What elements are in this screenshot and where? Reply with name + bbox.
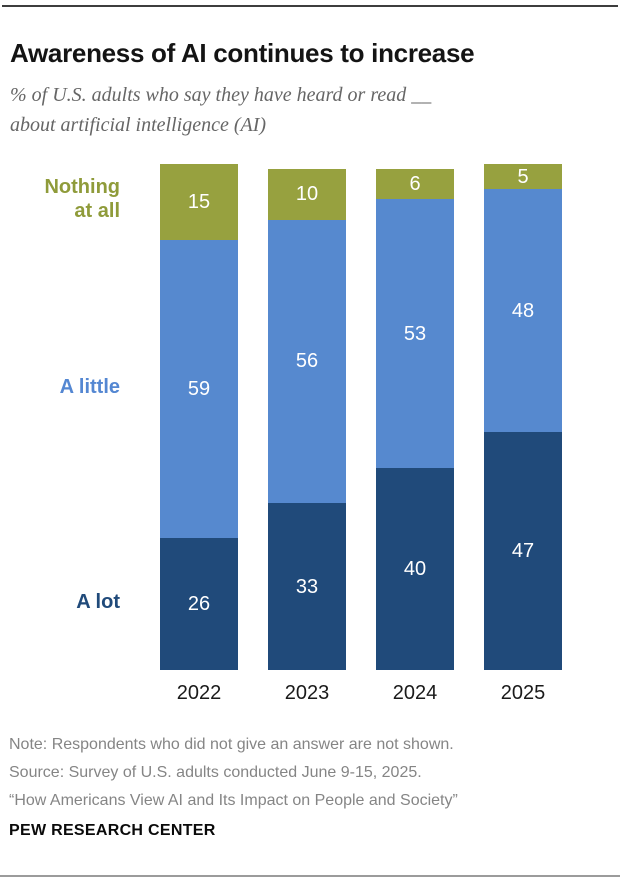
pew-research-center-wordmark: PEW RESEARCH CENTER	[9, 822, 216, 839]
bar-2024: 6 53 40	[376, 169, 454, 670]
segment-a-lot-2022: 26	[160, 538, 238, 670]
footer-notes: Note: Respondents who did not give an an…	[9, 731, 609, 815]
segment-value-label: 47	[511, 540, 535, 563]
segment-nothing-at-all-2025: 5	[484, 164, 562, 190]
x-axis-label-2023: 2023	[284, 682, 330, 704]
legend-label-nothing-at-all: Nothing at all	[0, 175, 120, 223]
segment-value-label: 6	[409, 173, 421, 196]
segment-value-label: 10	[295, 183, 319, 206]
segment-value-label: 56	[295, 350, 319, 373]
bar-2025: 5 48 47	[484, 164, 562, 670]
legend-label-a-little: A little	[59, 376, 120, 398]
legend-label-a-lot: A lot	[76, 591, 120, 613]
segment-a-little-2025: 48	[484, 189, 562, 433]
x-axis-label-2025: 2025	[500, 682, 546, 704]
segment-value-label: 26	[187, 593, 211, 616]
segment-value-label: 5	[517, 165, 529, 188]
bar-2023: 10 56 33	[268, 169, 346, 670]
legend-label-nothing-line2: at all	[74, 200, 120, 222]
segment-nothing-at-all-2024: 6	[376, 169, 454, 200]
segment-value-label: 15	[187, 190, 211, 213]
chart-subtitle-line1: % of U.S. adults who say they have heard…	[10, 84, 432, 106]
segment-a-little-2024: 53	[376, 199, 454, 468]
segment-value-label: 59	[187, 378, 211, 401]
segment-a-little-2023: 56	[268, 219, 346, 503]
top-divider	[2, 5, 618, 7]
chart-subtitle-line2: about artificial intelligence (AI)	[10, 114, 267, 136]
segment-value-label: 48	[511, 299, 535, 322]
x-axis-label-2022: 2022	[176, 682, 222, 704]
segment-value-label: 53	[403, 322, 427, 345]
segment-nothing-at-all-2022: 15	[160, 164, 238, 240]
footer-note: Note: Respondents who did not give an an…	[9, 736, 454, 753]
chart-title: Awareness of AI continues to increase	[10, 38, 475, 68]
bottom-divider	[0, 875, 620, 877]
segment-a-lot-2024: 40	[376, 467, 454, 670]
x-axis-label-2024: 2024	[392, 682, 438, 704]
segment-value-label: 33	[295, 575, 319, 598]
segment-nothing-at-all-2023: 10	[268, 169, 346, 220]
segment-a-lot-2023: 33	[268, 503, 346, 670]
segment-a-little-2022: 59	[160, 239, 238, 539]
bar-2022: 15 59 26	[160, 164, 238, 670]
chart-subtitle: % of U.S. adults who say they have heard…	[10, 80, 610, 140]
segment-a-lot-2025: 47	[484, 432, 562, 670]
footer-report-title: “How Americans View AI and Its Impact on…	[9, 792, 458, 809]
segment-value-label: 40	[403, 557, 427, 580]
footer-source: Source: Survey of U.S. adults conducted …	[9, 764, 422, 781]
legend-label-nothing-line1: Nothing	[44, 176, 120, 198]
